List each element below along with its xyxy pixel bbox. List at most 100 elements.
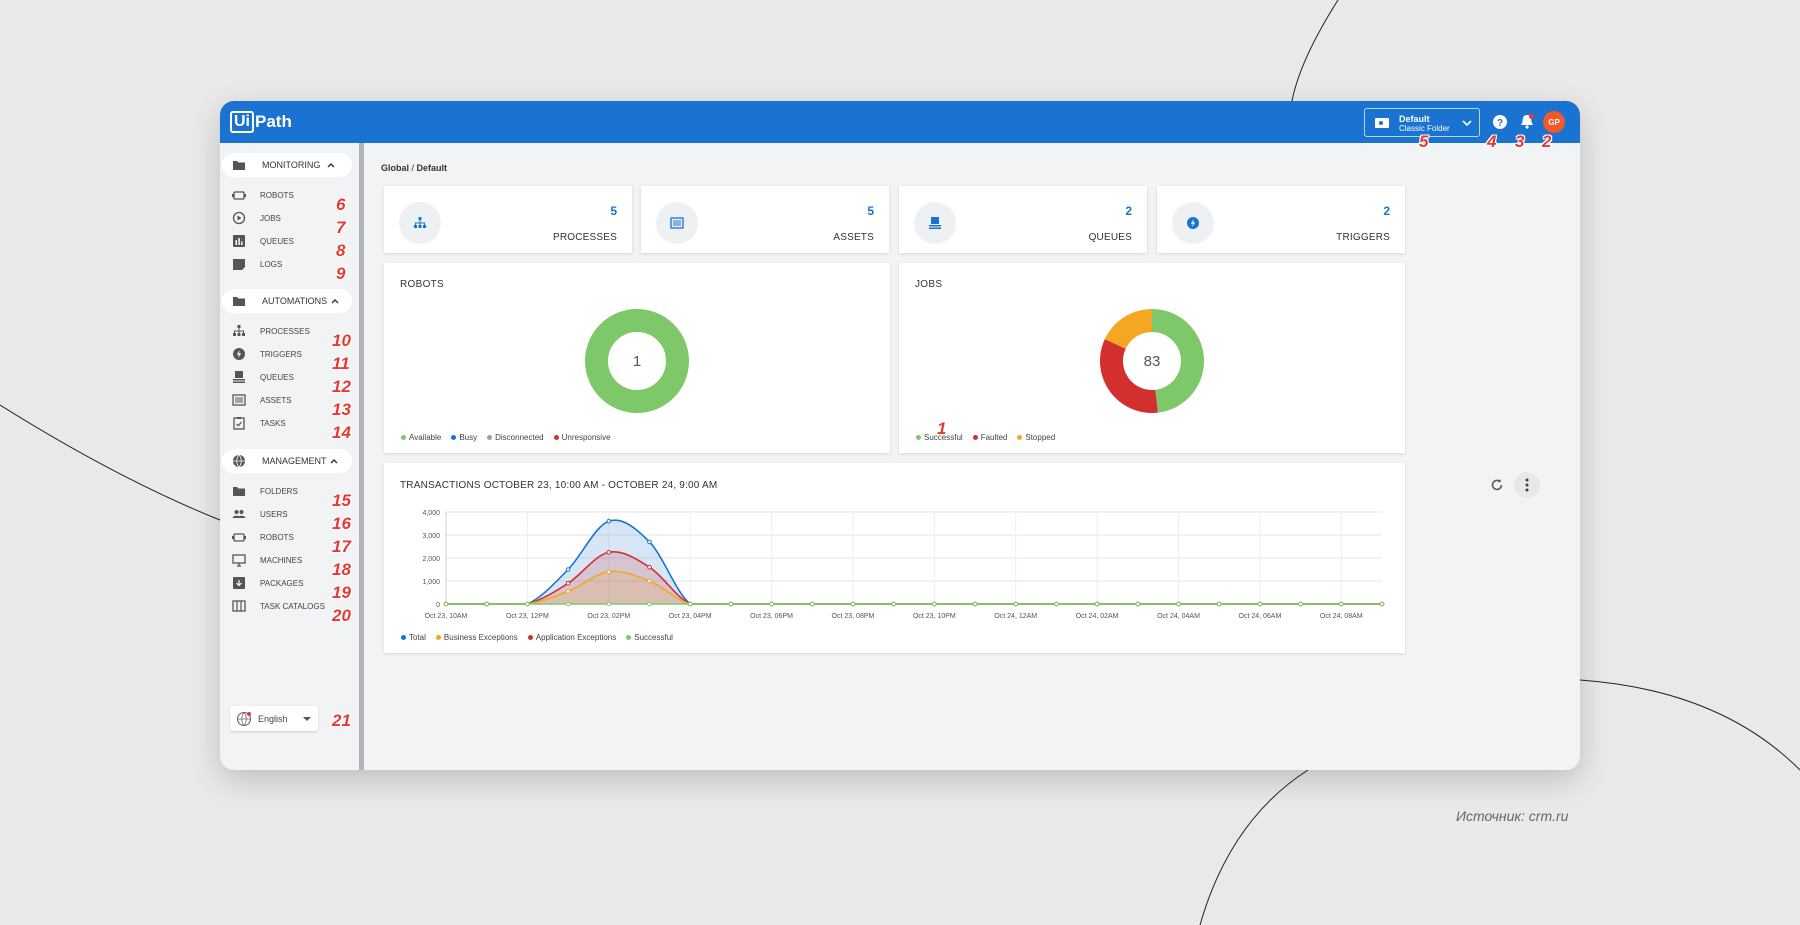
play-circle-icon	[232, 211, 246, 225]
point-successful	[891, 601, 896, 607]
x-tick-label: Oct 23, 10AM	[425, 613, 468, 620]
folder-icon	[233, 487, 245, 496]
stat-card-processes[interactable]: 5 PROCESSES	[384, 186, 632, 253]
jobs-panel: JOBS 83 Successful Faulted Stopped	[899, 263, 1405, 453]
area-business-exceptions	[446, 571, 1382, 604]
legend-dot	[435, 635, 441, 640]
sidebar-section-automations[interactable]: AUTOMATIONS	[222, 289, 352, 313]
point-successful	[1216, 601, 1222, 607]
user-avatar[interactable]: GP	[1543, 111, 1565, 133]
sidebar-section-management[interactable]: MANAGEMENT	[222, 449, 352, 473]
point-business-exceptions	[565, 589, 571, 594]
legend-label: Application Exceptions	[535, 633, 617, 642]
stat-icon-wrap	[656, 202, 698, 244]
point-application-exceptions	[565, 581, 571, 586]
sidebar-item-jobs[interactable]: JOBS	[220, 208, 350, 228]
section-label: MONITORING	[262, 160, 321, 170]
legend-item[interactable]: Business Exceptions	[435, 633, 518, 642]
x-tick-label: Oct 24, 06AM	[1239, 613, 1282, 620]
annotation-number: 12	[332, 377, 351, 396]
legend-item[interactable]: Application Exceptions	[527, 633, 617, 642]
logo-box-text: Ui	[230, 111, 254, 133]
list-icon	[232, 394, 246, 406]
sidebar-item-triggers[interactable]: TRIGGERS	[220, 344, 350, 364]
stat-card-queues[interactable]: 2 QUEUES	[899, 186, 1147, 253]
transactions-chart: 0 1,000 2,000 3,000 4,000 Oct 23, 10AM Oct 23,…	[422, 510, 1385, 620]
stat-icon-wrap	[1172, 202, 1214, 244]
package-icon	[233, 577, 245, 589]
sidebar-item-label: ROBOTS	[260, 191, 294, 200]
annotation-number: 6	[336, 195, 346, 214]
language-selector[interactable]: English	[230, 706, 318, 731]
breadcrumb-root[interactable]: Global	[381, 163, 410, 173]
x-tick-label: Oct 23, 08PM	[832, 613, 875, 620]
sidebar-item-machines[interactable]: MACHINES	[220, 550, 350, 570]
x-tick-label: Oct 24, 04AM	[1157, 613, 1200, 620]
bell-icon[interactable]	[1518, 113, 1536, 131]
chevron-up-icon	[327, 163, 335, 168]
robots-donut-chart	[585, 309, 689, 413]
sidebar-item-processes[interactable]: PROCESSES	[220, 321, 350, 341]
sidebar-item-logs[interactable]: LOGS	[220, 254, 350, 274]
legend-item[interactable]: Successful	[916, 433, 963, 442]
bolt-icon	[233, 348, 245, 360]
annotation-number: 2	[1542, 132, 1552, 151]
more-options-button[interactable]	[1514, 472, 1540, 498]
legend-item[interactable]: Total	[401, 633, 426, 642]
point-successful	[1054, 601, 1059, 607]
legend-item[interactable]: Faulted	[972, 433, 1007, 442]
sidebar-item-queues-2[interactable]: QUEUES	[220, 367, 350, 387]
help-icon[interactable]: ?	[1491, 113, 1509, 131]
sidebar-item-robots-2[interactable]: ROBOTS	[220, 527, 350, 547]
legend-item[interactable]: Busy	[451, 433, 477, 442]
point-application-exceptions	[606, 549, 612, 555]
annotation-number: 20	[332, 606, 351, 625]
sidebar-item-tasks[interactable]: TASKS	[220, 413, 350, 433]
annotation-number: 16	[332, 514, 351, 533]
panel-title: ROBOTS	[400, 279, 445, 290]
top-bar: Ui Path Default Classic Folder ? GP	[220, 101, 1580, 143]
monitor-icon	[232, 554, 246, 567]
uipath-logo[interactable]: Ui Path	[230, 111, 292, 133]
point-successful	[1379, 601, 1385, 607]
sidebar-item-assets[interactable]: ASSETS	[220, 390, 350, 410]
transactions-legend: Total Business Exceptions Application Exce…	[401, 633, 673, 642]
chevron-up-icon	[331, 299, 339, 304]
area-application-exceptions	[446, 551, 1382, 604]
legend-label: Disconnected	[495, 433, 544, 442]
x-tick-label: Oct 24, 12AM	[994, 613, 1037, 620]
stat-value: 5	[610, 204, 617, 218]
legend-dot	[487, 435, 493, 440]
x-tick-label: Oct 23, 06PM	[750, 613, 793, 620]
annotation-number: 1	[937, 419, 947, 438]
legend-item[interactable]: Stopped	[1017, 433, 1055, 442]
legend-item[interactable]: Unresponsive	[553, 433, 611, 442]
chevron-up-icon	[330, 459, 338, 464]
section-label: AUTOMATIONS	[262, 296, 328, 306]
legend-item[interactable]: Successful	[626, 633, 673, 642]
legend-item[interactable]: Disconnected	[487, 433, 544, 442]
sidebar-scrollbar[interactable]	[359, 143, 364, 770]
sidebar-item-task-catalogs[interactable]: TASK CATALOGS	[220, 596, 350, 616]
legend-dot	[1017, 435, 1023, 440]
point-successful	[443, 601, 449, 607]
sidebar-item-users[interactable]: USERS	[220, 504, 350, 524]
point-successful	[809, 601, 815, 607]
folder-selector[interactable]: Default Classic Folder	[1364, 108, 1480, 137]
sidebar-item-label: ASSETS	[260, 396, 292, 405]
donut-center-value: 83	[1143, 353, 1161, 370]
sidebar-section-monitoring[interactable]: MONITORING	[222, 153, 352, 177]
sidebar-item-queues[interactable]: QUEUES	[220, 231, 350, 251]
stat-card-triggers[interactable]: 2 TRIGGERS	[1157, 186, 1405, 253]
sidebar-item-folders[interactable]: FOLDERS	[220, 481, 350, 501]
point-successful	[850, 601, 856, 607]
stack-icon	[929, 217, 941, 229]
sidebar-item-label: TRIGGERS	[260, 350, 302, 359]
stat-card-assets[interactable]: 5 ASSETS	[641, 186, 889, 253]
point-application-exceptions	[647, 564, 652, 570]
sidebar-item-packages[interactable]: PACKAGES	[220, 573, 350, 593]
refresh-icon[interactable]	[1490, 478, 1504, 492]
legend-item[interactable]: Available	[401, 433, 441, 442]
sidebar-item-robots[interactable]: ROBOTS	[220, 185, 350, 205]
sidebar-item-label: TASKS	[260, 419, 286, 428]
